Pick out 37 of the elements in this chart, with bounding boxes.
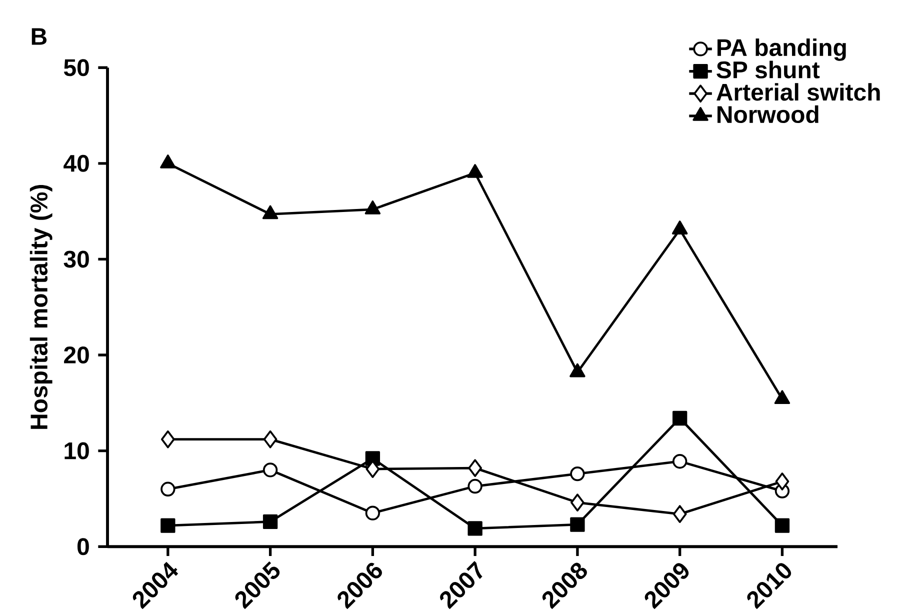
point (570, 517, 585, 532)
legend-label: Norwood (718, 105, 818, 124)
point (468, 521, 482, 536)
point (775, 472, 790, 490)
point (262, 205, 278, 220)
text: B (32, 28, 47, 45)
point (160, 482, 176, 496)
point (570, 363, 586, 378)
point (467, 164, 483, 178)
point (262, 514, 278, 530)
point (774, 518, 790, 533)
point (263, 430, 278, 448)
point (160, 430, 175, 448)
point (160, 154, 176, 168)
point (672, 505, 687, 523)
legend-label: SP shunt (716, 60, 820, 78)
y-axis-title: Hospital mortality (%) (30, 184, 52, 429)
point (364, 200, 381, 214)
point (468, 459, 482, 477)
point (672, 220, 688, 234)
point (774, 390, 790, 404)
y-tick-label: 10 (64, 442, 89, 460)
point (570, 494, 584, 512)
legend-label: Arterial switch (716, 83, 880, 101)
point (160, 518, 176, 533)
point (570, 466, 585, 482)
y-tick-label: 0 (78, 538, 89, 556)
point (468, 478, 482, 494)
y-tick-label: 20 (64, 346, 89, 364)
y-tick-label: 50 (64, 59, 89, 76)
point (672, 410, 688, 426)
y-tick-label: 30 (64, 250, 89, 268)
point (365, 506, 380, 520)
point (262, 462, 278, 478)
point (672, 454, 688, 469)
y-tick-label: 40 (64, 154, 89, 172)
legend-label: PA banding (718, 38, 846, 61)
